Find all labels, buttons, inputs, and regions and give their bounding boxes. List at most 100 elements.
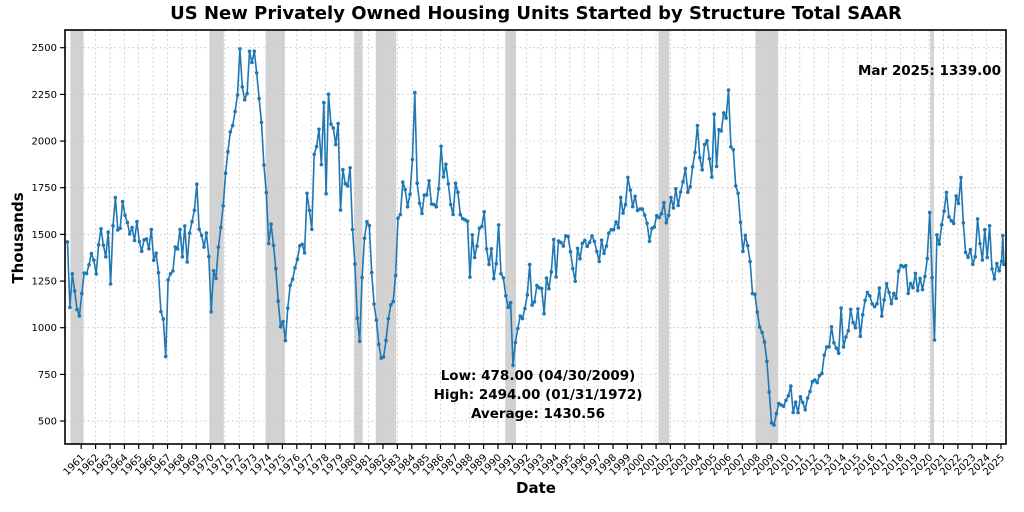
data-point [626, 175, 630, 180]
data-point [575, 246, 580, 251]
data-point [453, 181, 458, 185]
data-point [432, 202, 436, 207]
data-point [915, 288, 920, 293]
recession-band [70, 30, 84, 444]
data-point [975, 217, 980, 221]
data-point [913, 271, 918, 276]
data-point [813, 378, 817, 382]
data-point [1001, 233, 1005, 238]
data-point [757, 325, 762, 329]
data-point [230, 123, 235, 128]
axis-ticks [60, 47, 1002, 449]
data-point [755, 310, 760, 314]
data-point [228, 130, 233, 134]
y-tick-label: 1000 [32, 323, 57, 334]
data-point [628, 188, 633, 192]
data-point [171, 269, 175, 273]
data-point [710, 175, 714, 179]
data-point [221, 204, 225, 208]
y-tick-label: 500 [38, 417, 57, 428]
data-point [551, 237, 556, 242]
data-point [415, 181, 420, 185]
data-point [365, 219, 369, 224]
data-point [923, 274, 927, 279]
data-point [499, 272, 503, 276]
data-point [870, 302, 874, 306]
data-point [877, 286, 882, 290]
data-point [731, 148, 736, 152]
data-point [602, 251, 606, 256]
data-point [561, 244, 566, 248]
data-point [154, 251, 158, 255]
data-point [578, 257, 582, 261]
data-point [836, 351, 841, 356]
data-point [180, 254, 185, 259]
y-tick-label: 1250 [32, 277, 57, 288]
data-point [932, 338, 937, 342]
data-point [772, 423, 776, 427]
data-point [645, 221, 649, 226]
data-point [441, 175, 446, 179]
data-point [132, 238, 137, 243]
data-point [209, 310, 213, 314]
data-point [863, 298, 867, 303]
data-point [518, 314, 522, 318]
data-point [207, 254, 211, 259]
data-point [87, 263, 91, 267]
data-point [959, 175, 963, 180]
y-axis-label: Thousands [9, 192, 27, 284]
data-point [139, 249, 144, 253]
data-point [786, 393, 791, 398]
data-point [183, 224, 187, 228]
data-point [666, 213, 671, 218]
y-tick-label: 2000 [32, 137, 57, 148]
data-point [360, 275, 364, 280]
data-point [714, 164, 719, 169]
data-point [197, 227, 201, 232]
data-point [736, 191, 740, 196]
data-point [393, 273, 398, 278]
data-point [120, 199, 125, 204]
data-point [75, 307, 79, 312]
data-point [504, 294, 508, 298]
data-point [875, 302, 879, 306]
data-point [127, 232, 132, 236]
data-point [506, 305, 511, 310]
data-point [271, 243, 276, 247]
data-point [137, 239, 142, 244]
data-point [769, 421, 774, 425]
data-point [123, 213, 127, 217]
data-point [501, 276, 506, 280]
data-point [683, 166, 688, 171]
data-point [178, 227, 182, 232]
data-point [889, 301, 894, 306]
data-point [362, 236, 367, 241]
data-point [925, 256, 930, 261]
data-point [65, 240, 70, 244]
data-point [439, 144, 443, 149]
data-point [111, 224, 115, 228]
data-point [956, 201, 961, 206]
data-point [702, 142, 707, 147]
data-point [719, 129, 724, 133]
data-point [427, 179, 431, 183]
data-point [293, 266, 297, 270]
plot-border [64, 29, 1007, 445]
data-point [130, 225, 134, 230]
data-point [424, 193, 429, 197]
data-point [523, 306, 527, 311]
data-point [554, 275, 558, 279]
data-point [633, 194, 637, 199]
data-point [748, 259, 752, 264]
data-point [987, 224, 992, 228]
data-point [992, 277, 997, 281]
data-point [939, 223, 944, 227]
data-point [707, 157, 712, 161]
data-point [377, 342, 381, 347]
grid-lines [65, 30, 1006, 444]
data-point [796, 410, 800, 415]
data-point [616, 225, 621, 230]
data-point [389, 303, 393, 307]
data-point [276, 299, 281, 304]
data-point [865, 290, 870, 295]
